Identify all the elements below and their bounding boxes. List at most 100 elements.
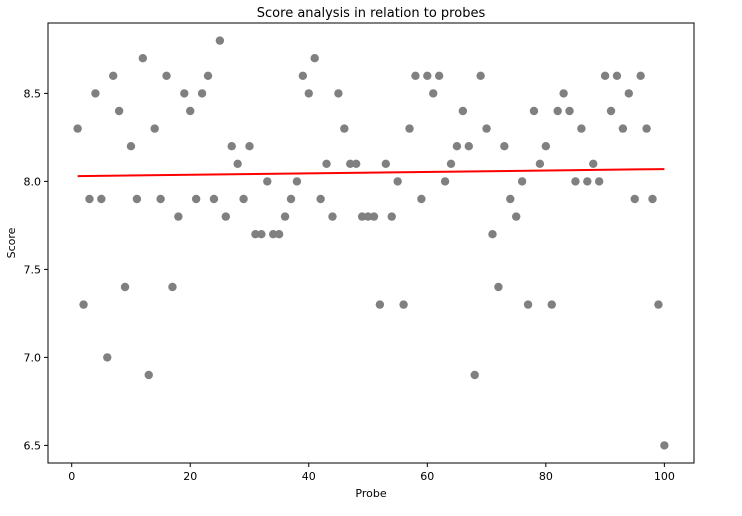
data-point [103,353,112,362]
data-point [583,177,592,186]
data-point [328,212,337,221]
data-point [654,300,663,309]
data-point [636,71,645,81]
plot-frame [47,22,695,464]
data-point [203,71,213,81]
data-point [405,124,414,133]
data-point [239,194,248,204]
data-point [108,71,118,81]
chart-title: Score analysis in relation to probes [257,6,486,21]
x-tick-label: 20 [183,470,197,483]
data-point [476,71,485,81]
data-point [423,71,432,81]
data-point [174,212,183,221]
data-point [600,71,610,81]
data-point [612,71,622,81]
data-point [346,159,355,168]
x-axis-ticks: 0 20 40 60 80 100 [68,463,675,483]
data-point [523,300,533,309]
x-tick-label: 40 [302,470,316,483]
data-point [274,230,284,239]
data-point [286,194,296,204]
data-point [618,124,628,133]
data-point [221,212,230,221]
data-point [162,71,171,81]
data-point [494,282,503,292]
x-tick-label: 60 [420,470,434,483]
data-point [334,89,343,98]
data-point [529,106,539,116]
data-point [381,159,391,168]
data-point [417,194,426,204]
y-tick-label: 7.0 [24,351,42,364]
data-point [577,124,586,133]
y-tick-label: 8.0 [24,175,42,188]
data-point [369,212,379,221]
data-point [506,194,515,204]
data-point [458,106,468,116]
data-point [624,89,634,98]
scatter-points [73,36,669,450]
data-point [144,370,153,380]
data-point [351,159,361,168]
data-point [594,177,604,186]
data-point [363,212,373,221]
data-point [91,89,100,98]
data-point [97,194,106,204]
data-point [79,300,88,309]
data-point [357,212,367,221]
data-point [168,282,177,292]
data-point [434,71,444,81]
data-point [429,89,438,98]
data-point [263,177,272,186]
data-point [257,230,266,239]
data-point [541,142,551,151]
data-point [245,142,254,151]
data-point [375,300,385,309]
x-tick-label: 100 [654,470,675,483]
data-point [156,194,165,204]
data-point [85,194,94,204]
x-tick-label: 0 [68,470,75,483]
data-point [186,106,195,116]
data-point [227,142,236,151]
data-point [150,124,159,133]
data-point [517,177,527,186]
data-point [648,194,657,204]
y-tick-label: 8.5 [24,87,42,100]
data-point [132,194,142,204]
data-point [298,71,308,81]
data-point [387,212,396,221]
data-point [393,177,402,186]
data-point [180,89,189,98]
data-point [280,212,290,221]
data-point [500,142,509,151]
y-axis-label: Score [5,227,18,258]
data-point [197,89,207,98]
data-point [660,441,669,450]
data-point [535,159,545,168]
data-point [512,212,521,221]
data-point [606,106,616,116]
y-axis-ticks: 6.5 7.0 7.5 8.0 8.5 [24,87,48,452]
data-point [559,89,568,98]
trend-line-group [77,168,665,178]
data-point [304,89,313,98]
x-axis-label: Probe [355,487,386,500]
data-point [589,159,598,168]
data-point [488,230,497,239]
data-point [233,159,242,168]
data-point [571,177,580,186]
data-point [411,71,420,81]
data-point [452,142,462,151]
y-tick-label: 7.5 [24,263,42,276]
data-point [470,370,479,380]
data-point [215,36,225,45]
data-point [482,124,491,133]
data-point [316,194,325,204]
data-point [547,300,556,309]
data-point [399,300,408,309]
data-point [269,230,278,239]
data-point [191,194,201,204]
